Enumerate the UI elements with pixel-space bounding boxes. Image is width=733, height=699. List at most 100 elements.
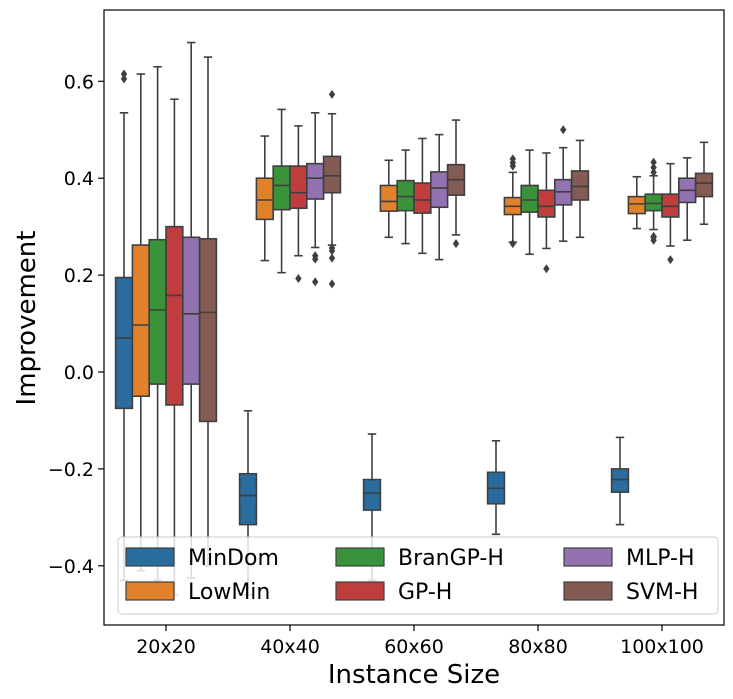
box-SVM-H-20x20 [198,56,218,567]
outlier-point [312,251,319,261]
outlier-point [650,163,657,173]
legend-label-BranGP-H: BranGP-H [398,546,504,571]
box-iqr [114,276,134,410]
legend-swatch-MLP-H [563,547,613,567]
box-MLP-H-100x100 [677,157,697,242]
legend: MinDom LowMin BranGP-H GP-H MLP-H SVM-H [117,536,719,615]
box-iqr [413,182,432,214]
outlier-point [328,279,336,289]
box-iqr [627,195,647,215]
outlier-point [650,167,657,177]
legend-swatch-GP-H [335,581,385,601]
box-MinDom-100x100 [610,436,630,526]
outlier-point [120,74,128,84]
legend-label-GP-H: GP-H [398,580,452,605]
box-LowMin-80x80 [503,154,522,249]
outlier-point [543,264,550,274]
legend-label-LowMin: LowMin [188,580,270,605]
box-BranGP-H-60x60 [396,149,415,245]
box-iqr [198,237,218,423]
y-tick-label: −0.2 [48,459,94,481]
y-axis: −0.4 −0.2 0.0 0.2 0.4 0.6 [48,71,104,578]
legend-label-MinDom: MinDom [188,546,279,571]
box-iqr [362,478,382,511]
box-iqr [396,179,415,212]
outlier-point [328,89,336,99]
box-MinDom-40x40 [238,409,258,596]
box-iqr [537,189,556,218]
box-iqr [305,162,325,200]
x-tick-label: 40x40 [260,636,320,658]
box-iqr [148,238,167,385]
box-iqr [182,236,201,385]
outlier-point [509,239,516,249]
box-SVM-H-100x100 [694,141,714,226]
y-tick-label: 0.6 [64,71,94,93]
box-SVM-H-40x40 [322,89,342,289]
box-GP-H-40x40 [289,125,308,283]
box-LowMin-60x60 [379,159,398,239]
outlier-point [509,154,516,164]
box-BranGP-H-20x20 [148,65,167,582]
box-iqr [694,172,714,198]
box-iqr [429,171,449,209]
x-tick-label: 60x60 [384,636,444,658]
box-MLP-H-60x60 [429,133,449,261]
box-MLP-H-20x20 [182,41,201,579]
y-tick-label: −0.4 [48,556,94,578]
y-tick-label: 0.4 [64,168,94,190]
x-tick-label: 100x100 [620,636,704,658]
legend-swatch-SVM-H [563,581,613,601]
plot-area [114,41,714,596]
outlier-point [667,255,674,265]
box-iqr [238,472,258,526]
box-SVM-H-60x60 [446,119,466,249]
box-LowMin-40x40 [255,135,274,262]
box-iqr [131,244,150,398]
box-LowMin-100x100 [627,175,647,230]
outlier-point [560,125,567,135]
x-axis-title: Instance Size [328,660,500,690]
legend-swatch-MinDom [125,547,175,567]
box-iqr [644,193,663,212]
outlier-point [328,253,336,263]
outlier-point [312,277,319,287]
outlier-point [650,231,657,241]
box-MinDom-20x20 [114,69,134,582]
box-BranGP-H-80x80 [520,149,539,256]
outlier-point [295,273,302,283]
box-iqr [379,184,398,212]
outlier-point [452,239,460,249]
box-GP-H-80x80 [537,152,556,274]
box-iqr [165,225,184,406]
box-MLP-H-40x40 [305,111,325,287]
y-tick-label: 0.0 [64,362,94,384]
outlier-point [120,69,128,79]
box-BranGP-H-40x40 [272,108,291,274]
box-iqr [272,165,291,211]
box-BranGP-H-100x100 [644,157,663,245]
y-tick-label: 0.2 [64,265,94,287]
outlier-point [650,157,657,167]
x-tick-label: 80x80 [508,636,568,658]
box-iqr [255,177,274,221]
legend-swatch-LowMin [125,581,175,601]
box-iqr [322,155,342,194]
box-iqr [520,184,539,213]
box-SVM-H-80x80 [570,139,590,239]
x-tick-label: 20x20 [136,636,196,658]
x-axis: 20x20 40x40 60x60 80x80 100x100 [136,625,704,658]
box-MinDom-80x80 [486,439,506,536]
legend-swatch-BranGP-H [335,547,385,567]
box-iqr [610,468,630,493]
box-iqr [570,170,590,201]
box-GP-H-20x20 [165,98,184,596]
legend-label-SVM-H: SVM-H [626,580,698,605]
box-GP-H-100x100 [661,162,680,265]
box-MLP-H-80x80 [553,125,573,242]
box-iqr [289,165,308,210]
outlier-point [328,243,336,253]
legend-label-MLP-H: MLP-H [626,546,695,571]
box-LowMin-20x20 [131,73,150,572]
